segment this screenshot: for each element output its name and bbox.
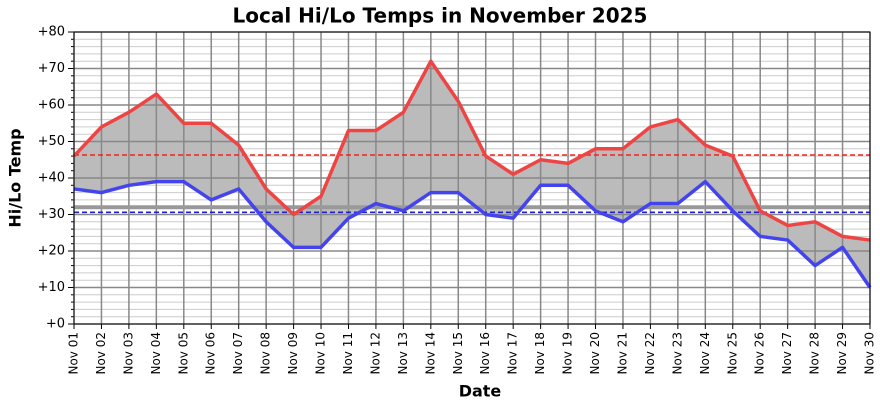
range-fill — [74, 61, 870, 288]
x-tick-label: Nov 20 — [588, 332, 602, 375]
x-tick-label: Nov 07 — [231, 332, 245, 375]
chart-title: Local Hi/Lo Temps in November 2025 — [233, 4, 648, 28]
x-tick-label: Nov 10 — [314, 332, 328, 375]
y-tick-label: +0 — [46, 317, 65, 332]
x-tick-label: Nov 27 — [780, 332, 794, 375]
plot-frame — [73, 31, 871, 325]
y-tick-label: +60 — [38, 98, 65, 113]
x-tick-label: Nov 03 — [121, 332, 135, 375]
x-axis-label: Date — [459, 382, 502, 400]
x-tick-label: Nov 05 — [176, 332, 190, 375]
x-tick-label: Nov 17 — [506, 332, 520, 375]
y-tick-label: +80 — [38, 25, 65, 40]
x-tick-label: Nov 25 — [725, 332, 739, 375]
x-tick-label: Nov 22 — [643, 332, 657, 375]
x-tick-label: Nov 26 — [753, 332, 767, 375]
x-tick-label: Nov 23 — [670, 332, 684, 375]
x-tick-label: Nov 06 — [204, 332, 218, 375]
y-tick-label: +40 — [38, 171, 65, 186]
x-tick-label: Nov 19 — [561, 332, 575, 375]
x-tick-label: Nov 12 — [368, 332, 382, 375]
y-axis-label: Hi/Lo Temp — [6, 128, 25, 227]
x-tick-label: Nov 13 — [396, 332, 410, 375]
x-tick-label: Nov 30 — [863, 332, 877, 375]
x-tick-label: Nov 15 — [451, 332, 465, 375]
x-tick-label: Nov 28 — [808, 332, 822, 375]
series-line — [73, 179, 872, 289]
x-tick-label: Nov 16 — [478, 332, 492, 375]
y-tick-label: +10 — [38, 280, 65, 295]
x-tick-label: Nov 11 — [341, 332, 355, 375]
series-line — [72, 59, 871, 242]
x-tick-label: Nov 04 — [149, 332, 163, 375]
x-tick-label: Nov 09 — [286, 332, 300, 375]
x-tick-label: Nov 02 — [94, 332, 108, 375]
x-tick-label: Nov 18 — [533, 332, 547, 375]
y-tick-label: +50 — [38, 134, 65, 149]
x-tick-label: Nov 01 — [67, 332, 81, 375]
y-tick-label: +70 — [38, 61, 65, 76]
y-tick-label: +30 — [38, 207, 65, 222]
x-tick-label: Nov 29 — [835, 332, 849, 375]
x-tick-label: Nov 14 — [423, 332, 437, 375]
x-tick-label: Nov 08 — [259, 332, 273, 375]
x-tick-label: Nov 21 — [615, 332, 629, 375]
y-tick-label: +20 — [38, 244, 65, 259]
x-tick-label: Nov 24 — [698, 332, 712, 375]
